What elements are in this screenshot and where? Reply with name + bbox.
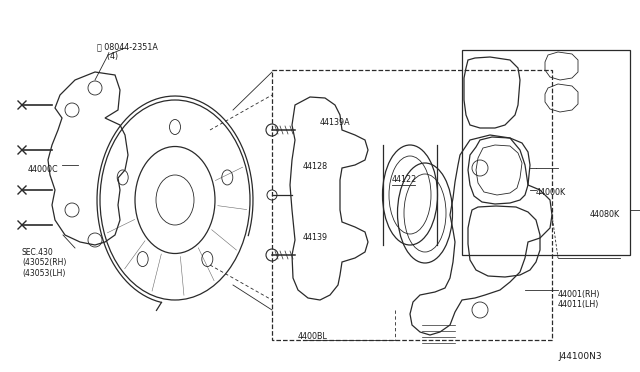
Text: 44128: 44128: [303, 162, 328, 171]
Text: 44139: 44139: [303, 233, 328, 242]
Text: 44001(RH)
44011(LH): 44001(RH) 44011(LH): [558, 290, 600, 310]
Text: 44080K: 44080K: [590, 210, 620, 219]
Text: 44122: 44122: [392, 175, 417, 184]
Text: 44139A: 44139A: [320, 118, 351, 127]
Text: J44100N3: J44100N3: [558, 352, 602, 361]
Text: Ⓑ 08044-2351A
    (4): Ⓑ 08044-2351A (4): [97, 42, 158, 61]
Text: 44000C: 44000C: [28, 165, 59, 174]
Text: 4400BL: 4400BL: [298, 332, 328, 341]
Text: SEC.430
(43052(RH)
(43053(LH): SEC.430 (43052(RH) (43053(LH): [22, 248, 67, 278]
Text: 44000K: 44000K: [536, 188, 566, 197]
